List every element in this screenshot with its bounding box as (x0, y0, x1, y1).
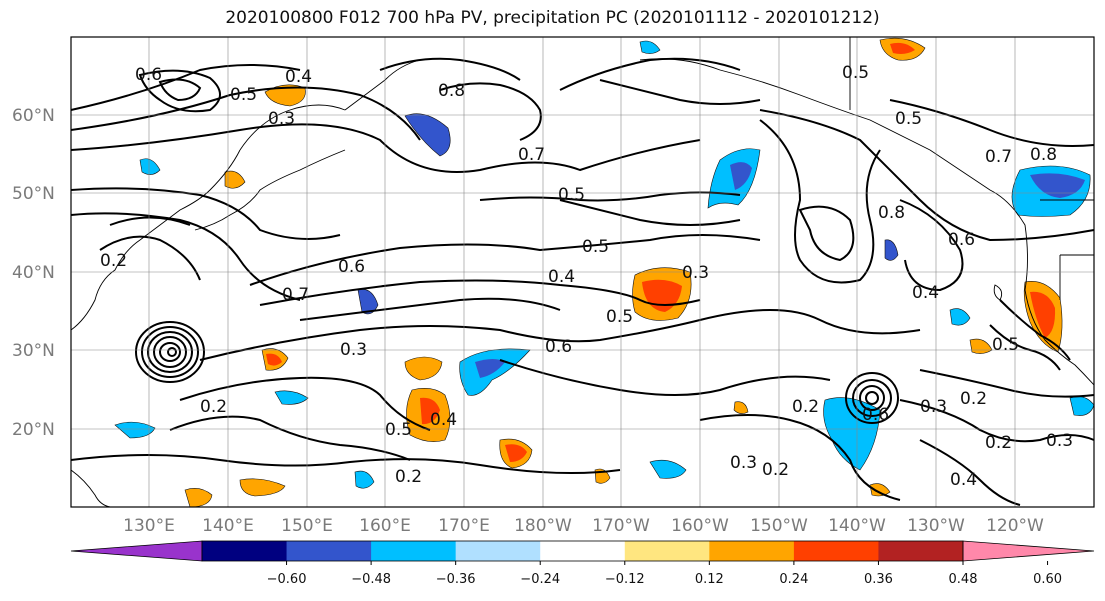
colorbar-tick-label: −0.60 (267, 572, 307, 587)
longitude-labels: 130°E 140°E 150°E 160°E 170°E 180°W 170°… (123, 516, 1044, 536)
contour-label: 0.2 (762, 460, 789, 480)
lon-label: 180°W (514, 516, 572, 536)
contour-label: 0.5 (842, 63, 869, 83)
colorbar-segment (455, 541, 541, 561)
lat-label: 50°N (12, 184, 55, 204)
lon-label: 170°E (438, 516, 490, 536)
contour-label: 0.2 (960, 389, 987, 409)
colorbar-segment (286, 541, 372, 561)
contour-label: 0.5 (992, 335, 1019, 355)
contour-label: 0.4 (912, 283, 939, 303)
contour-label: 0.8 (1030, 145, 1057, 165)
lon-label: 130°E (123, 516, 175, 536)
contour-label: 0.3 (920, 397, 947, 417)
contour-label: 0.4 (950, 470, 977, 490)
contour-label: 0.8 (438, 81, 465, 101)
lon-label: 160°W (671, 516, 729, 536)
contour-label: 0.2 (792, 397, 819, 417)
contour-label: 0.6 (338, 257, 365, 277)
colorbar-segment (878, 541, 964, 561)
graticule (71, 37, 1094, 507)
colorbar-segment (624, 541, 710, 561)
latitude-labels: 60°N 50°N 40°N 30°N 20°N (12, 106, 55, 440)
colorbar-tick-label: −0.24 (520, 572, 560, 587)
lat-label: 30°N (12, 341, 55, 361)
contour-label: 0.7 (985, 147, 1012, 167)
contour-label: 0.6 (862, 405, 889, 425)
colorbar-extend-low (70, 540, 203, 562)
contour-label: 0.3 (682, 263, 709, 283)
lon-label: 150°W (750, 516, 808, 536)
lon-label: 120°W (986, 516, 1044, 536)
contour-label: 0.3 (1046, 431, 1073, 451)
lon-label: 160°E (359, 516, 411, 536)
colorbar-segment (540, 541, 626, 561)
contour-label: 0.3 (340, 340, 367, 360)
colorbar-outline (201, 540, 964, 562)
contour-label: 0.5 (606, 307, 633, 327)
lat-label: 60°N (12, 106, 55, 126)
colorbar-segment (793, 541, 879, 561)
colorbar-tick-label: −0.36 (436, 572, 476, 587)
colorbar-tick-label: 0.24 (779, 572, 808, 587)
lon-label: 140°E (202, 516, 254, 536)
lon-label: 150°E (281, 516, 333, 536)
lat-label: 40°N (12, 263, 55, 283)
colorbar-tick-label: −0.48 (351, 572, 391, 587)
contour-label: 0.5 (230, 85, 257, 105)
contour-label: 0.2 (395, 467, 422, 487)
colorbar-tick-label: 0.48 (949, 572, 978, 587)
precipitation-shading (114, 37, 1095, 508)
typhoon-contours (135, 321, 899, 424)
contour-label: 0.2 (200, 397, 227, 417)
contour-label: 0.2 (985, 433, 1012, 453)
contour-label: 0.5 (895, 109, 922, 129)
colorbar-segment (371, 541, 457, 561)
contour-label: 0.3 (268, 109, 295, 129)
map-frame (70, 36, 1095, 508)
contour-label: 0.4 (548, 267, 575, 287)
colorbar-tick-label: −0.12 (605, 572, 645, 587)
pv-contours (70, 57, 1095, 506)
lat-label: 20°N (12, 420, 55, 440)
contour-labels: 0.6 0.4 0.5 0.3 0.8 0.7 0.5 0.5 0.5 0.4 … (100, 63, 1073, 490)
colorbar: −0.60 −0.48 −0.36 −0.24 −0.12 0.12 0.24 0.36 0.4… (70, 540, 1095, 587)
lon-label: 170°W (592, 516, 650, 536)
colorbar-tick-label: 0.60 (1033, 572, 1062, 587)
colorbar-extend-high (962, 540, 1095, 562)
contour-label: 0.6 (545, 337, 572, 357)
lon-label: 140°W (828, 516, 886, 536)
contour-label: 0.7 (282, 285, 309, 305)
contour-label: 0.7 (518, 145, 545, 165)
contour-label: 0.4 (430, 410, 457, 430)
map-title: 2020100800 F012 700 hPa PV, precipitatio… (225, 8, 880, 28)
contour-label: 0.5 (582, 237, 609, 257)
colorbar-tick-label: 0.12 (695, 572, 724, 587)
lon-label: 130°W (907, 516, 965, 536)
contour-label: 0.3 (730, 453, 757, 473)
colorbar-segment (202, 541, 288, 561)
contour-label: 0.5 (558, 185, 585, 205)
contour-label: 0.6 (948, 230, 975, 250)
contour-label: 0.4 (285, 67, 312, 87)
colorbar-tick-label: 0.36 (864, 572, 893, 587)
contour-label: 0.8 (878, 203, 905, 223)
contour-label: 0.2 (100, 251, 127, 271)
contour-label: 0.5 (385, 420, 412, 440)
contour-label: 0.6 (135, 65, 162, 85)
colorbar-segment (709, 541, 795, 561)
